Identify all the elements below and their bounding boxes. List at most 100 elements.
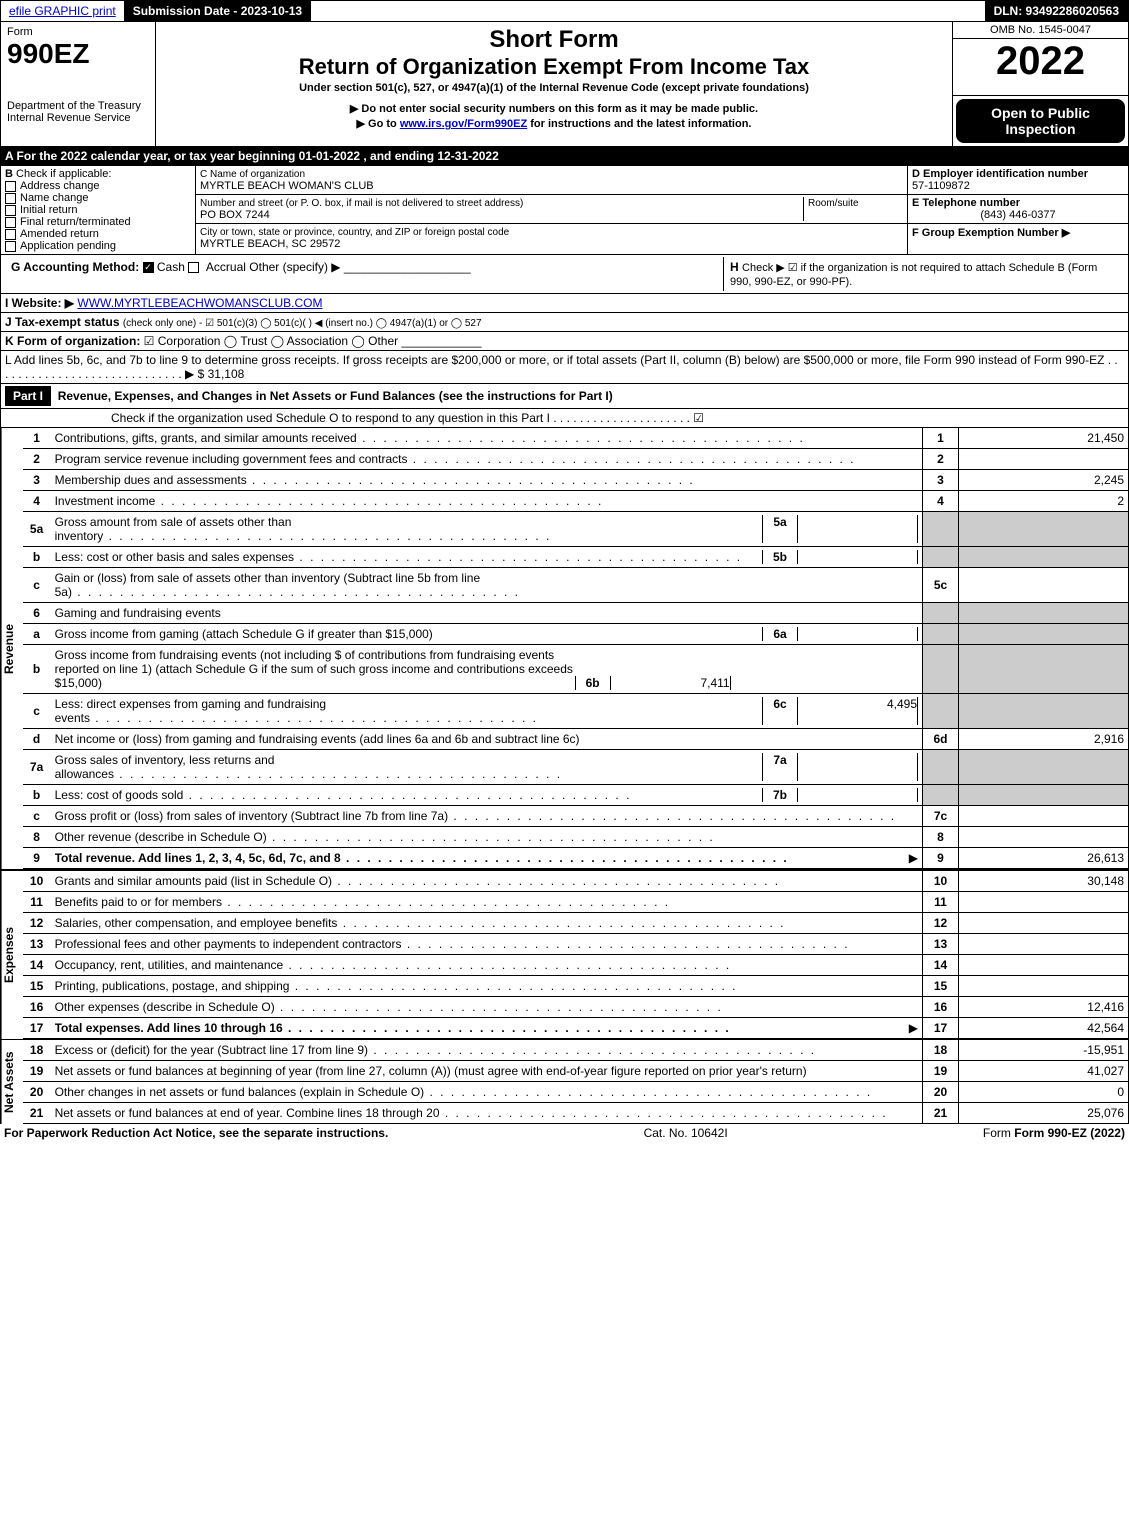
line-19-amt: 41,027 xyxy=(959,1061,1129,1082)
line-12-num: 12 xyxy=(23,913,51,934)
line-16-num: 16 xyxy=(23,997,51,1018)
tax-year: 2022 xyxy=(953,39,1128,84)
goto-note: ▶ Go to www.irs.gov/Form990EZ for instru… xyxy=(160,117,948,130)
c-label: C Name of organization xyxy=(200,169,305,180)
goto-pre: ▶ Go to xyxy=(357,118,400,130)
line-11-desc: Benefits paid to or for members xyxy=(55,895,918,909)
line-13-num: 13 xyxy=(23,934,51,955)
line-6d-desc: Net income or (loss) from gaming and fun… xyxy=(55,732,918,746)
line-1-ln: 1 xyxy=(923,428,959,449)
line-5b-num: b xyxy=(23,547,51,568)
checkbox-application-pending[interactable] xyxy=(5,241,16,252)
line-5a-sn: 5a xyxy=(762,515,798,543)
line-4-amt: 2 xyxy=(959,491,1129,512)
line-18-num: 18 xyxy=(23,1040,51,1061)
checkbox-name-change[interactable] xyxy=(5,193,16,204)
line-10-ln: 10 xyxy=(923,871,959,892)
footer-mid: Cat. No. 10642I xyxy=(644,1126,728,1140)
line-6c-amt-shade xyxy=(959,694,1129,729)
line-11-ln: 11 xyxy=(923,892,959,913)
line-10-amt: 30,148 xyxy=(959,871,1129,892)
line-7c-ln: 7c xyxy=(923,806,959,827)
line-20-desc: Other changes in net assets or fund bala… xyxy=(55,1085,918,1099)
row-i: I Website: ▶ WWW.MYRTLEBEACHWOMANSCLUB.C… xyxy=(0,294,1129,313)
checkbox-address-change[interactable] xyxy=(5,181,16,192)
arrow-icon: ▶ xyxy=(909,1021,918,1035)
revenue-section: Revenue 1Contributions, gifts, grants, a… xyxy=(0,428,1129,869)
line-18-amt: -15,951 xyxy=(959,1040,1129,1061)
d-label: D Employer identification number xyxy=(912,168,1088,180)
g-other: Other (specify) ▶ xyxy=(249,260,340,274)
footer-right-bold: Form 990-EZ (2022) xyxy=(1014,1126,1125,1140)
section-c: C Name of organization MYRTLE BEACH WOMA… xyxy=(196,166,908,254)
line-5c-ln: 5c xyxy=(923,568,959,603)
form-word: Form xyxy=(7,26,149,38)
website-link[interactable]: WWW.MYRTLEBEACHWOMANSCLUB.COM xyxy=(77,296,322,310)
checkbox-cash-checked[interactable]: ✓ xyxy=(143,262,154,273)
line-5a-num: 5a xyxy=(23,512,51,547)
line-6-desc: Gaming and fundraising events xyxy=(51,603,923,624)
line-4-desc: Investment income xyxy=(55,494,918,508)
b-label: B xyxy=(5,168,13,180)
line-5a-ln-shade xyxy=(923,512,959,547)
line-6a-desc: Gross income from gaming (attach Schedul… xyxy=(55,627,762,641)
checkbox-amended-return[interactable] xyxy=(5,229,16,240)
line-7a-sn: 7a xyxy=(762,753,798,781)
line-7a-amt-shade xyxy=(959,750,1129,785)
line-12-desc: Salaries, other compensation, and employ… xyxy=(55,916,918,930)
line-11-num: 11 xyxy=(23,892,51,913)
top-bar: efile GRAPHIC print Submission Date - 20… xyxy=(0,0,1129,22)
checkbox-initial-return[interactable] xyxy=(5,205,16,216)
form-number: 990EZ xyxy=(7,38,149,70)
line-8-desc: Other revenue (describe in Schedule O) xyxy=(55,830,918,844)
line-6-num: 6 xyxy=(23,603,51,624)
line-1-num: 1 xyxy=(23,428,51,449)
part-i-badge: Part I xyxy=(5,386,51,406)
line-6b-sn: 6b xyxy=(575,676,611,690)
j-label: J Tax-exempt status xyxy=(5,315,120,329)
line-6b-ln-shade xyxy=(923,645,959,694)
line-7b-num: b xyxy=(23,785,51,806)
l-text: L Add lines 5b, 6c, and 7b to line 9 to … xyxy=(5,353,1118,381)
line-7a-desc: Gross sales of inventory, less returns a… xyxy=(55,753,762,781)
goto-link[interactable]: www.irs.gov/Form990EZ xyxy=(400,118,527,130)
line-6a-num: a xyxy=(23,624,51,645)
arrow-icon: ▶ xyxy=(909,851,918,865)
b-item-1: Name change xyxy=(20,192,89,204)
expenses-table: 10Grants and similar amounts paid (list … xyxy=(23,871,1129,1039)
row-a-tax-year: A For the 2022 calendar year, or tax yea… xyxy=(0,147,1129,166)
line-2-amt xyxy=(959,449,1129,470)
street-label: Number and street (or P. O. box, if mail… xyxy=(200,198,523,209)
part-i-check-text: Check if the organization used Schedule … xyxy=(111,411,704,425)
efile-link[interactable]: efile GRAPHIC print xyxy=(9,4,116,18)
footer-left: For Paperwork Reduction Act Notice, see … xyxy=(4,1126,388,1140)
line-5c-amt xyxy=(959,568,1129,603)
line-5a-sv xyxy=(798,515,918,543)
line-19-ln: 19 xyxy=(923,1061,959,1082)
b-item-0: Address change xyxy=(20,180,100,192)
part-i-check: Check if the organization used Schedule … xyxy=(0,409,1129,428)
line-17-desc: Total expenses. Add lines 10 through 16 xyxy=(55,1021,909,1035)
line-5a-amt-shade xyxy=(959,512,1129,547)
line-15-num: 15 xyxy=(23,976,51,997)
line-7a-ln-shade xyxy=(923,750,959,785)
line-6b-desc: Gross income from fundraising events (no… xyxy=(55,648,575,690)
line-16-desc: Other expenses (describe in Schedule O) xyxy=(55,1000,918,1014)
line-17-amt: 42,564 xyxy=(959,1018,1129,1039)
checkbox-accrual[interactable] xyxy=(188,262,199,273)
line-16-amt: 12,416 xyxy=(959,997,1129,1018)
checkbox-final-return[interactable] xyxy=(5,217,16,228)
part-i-header: Part I Revenue, Expenses, and Changes in… xyxy=(0,384,1129,409)
line-6d-num: d xyxy=(23,729,51,750)
line-17-ln: 17 xyxy=(923,1018,959,1039)
line-5b-desc: Less: cost or other basis and sales expe… xyxy=(55,550,762,564)
no-ssn-note: ▶ Do not enter social security numbers o… xyxy=(160,102,948,115)
line-6c-sn: 6c xyxy=(762,697,798,725)
line-19-num: 19 xyxy=(23,1061,51,1082)
line-13-ln: 13 xyxy=(923,934,959,955)
line-6a-sn: 6a xyxy=(762,627,798,641)
b-item-4: Amended return xyxy=(20,228,99,240)
i-label: I Website: ▶ xyxy=(5,296,74,310)
line-13-desc: Professional fees and other payments to … xyxy=(55,937,918,951)
meta-grid: B Check if applicable: Address change Na… xyxy=(0,166,1129,255)
